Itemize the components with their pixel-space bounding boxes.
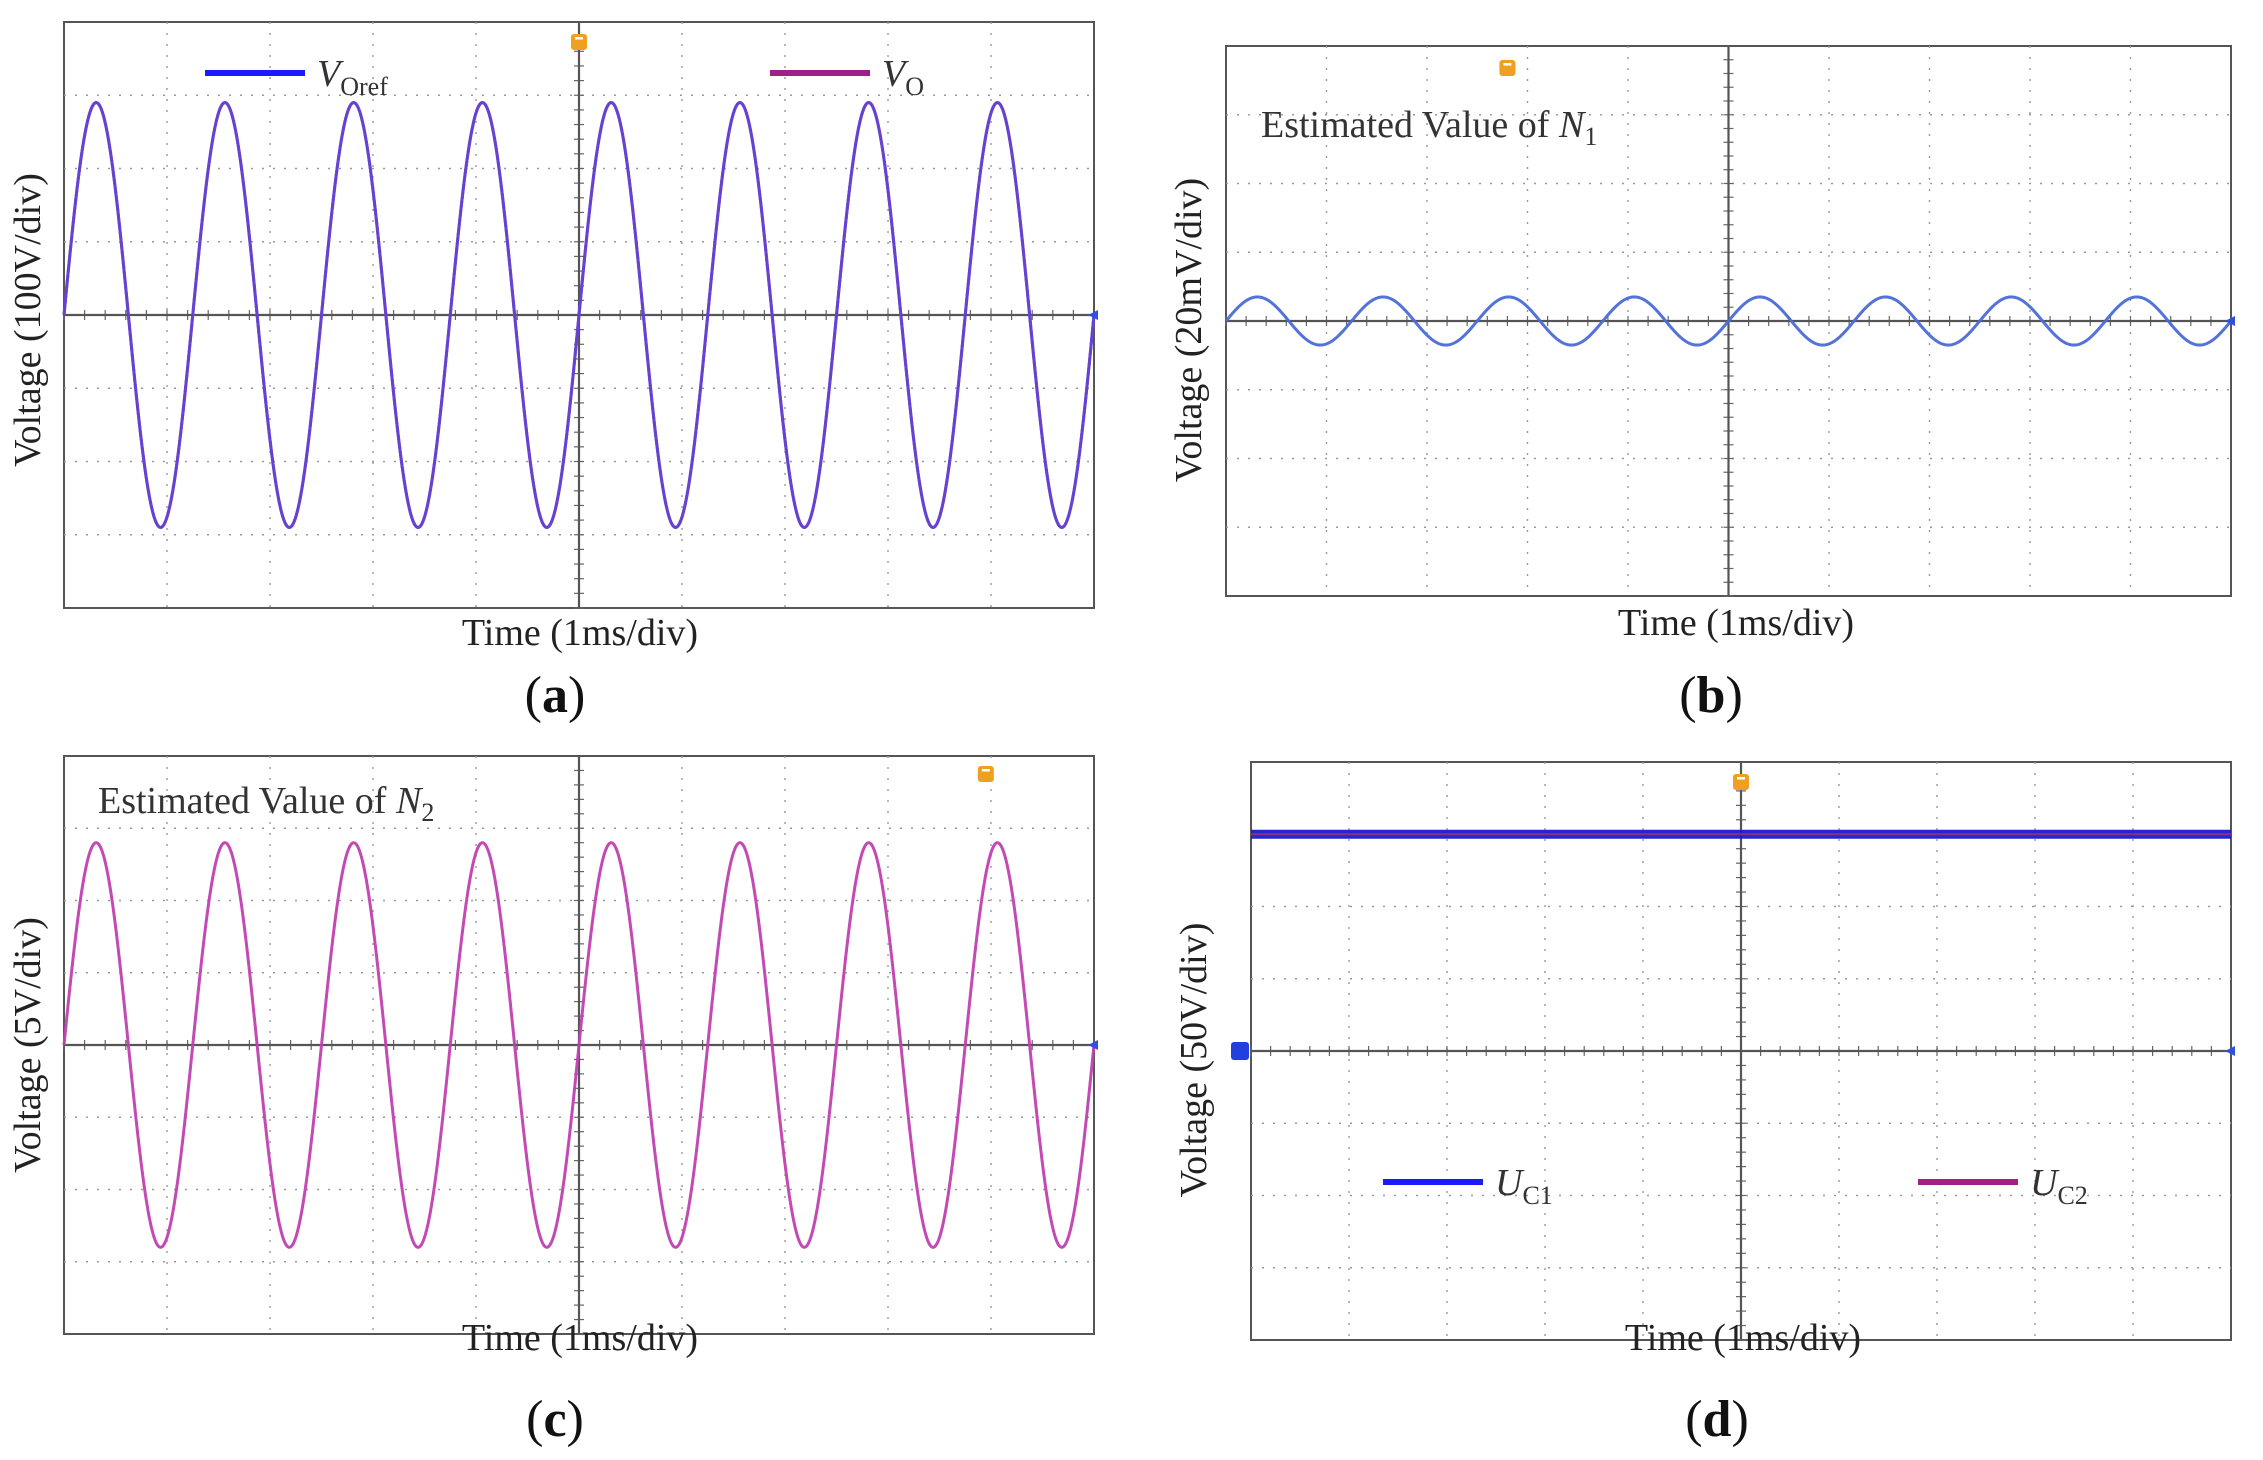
panel-label: (d) [1685, 1391, 1749, 1448]
trace-signal [1224, 295, 2233, 347]
x-axis-label: Time (1ms/div) [462, 1317, 698, 1359]
panel-label-open: ( [1685, 1391, 1702, 1448]
panel-label-letter: b [1697, 667, 1726, 724]
panel-label: (b) [1679, 667, 1743, 724]
x-axis-label: Time (1ms/div) [462, 612, 698, 654]
annotation-subscript: 2 [421, 798, 434, 827]
legend-subscript: O [905, 72, 924, 101]
legend-label: UC1 [1495, 1162, 1553, 1210]
panel-label-close: ) [1731, 1391, 1748, 1448]
legend-item: UC1 [1383, 1162, 1553, 1210]
panel-c: Time (1ms/div) Voltage (5V/div) Estimated … [0, 730, 1131, 1460]
trigger-marker [1499, 60, 1516, 76]
legend-symbol: U [1495, 1162, 1525, 1204]
panel-label-letter: c [543, 1391, 566, 1448]
panel-label: (c) [526, 1391, 584, 1448]
panel-label-letter: a [542, 667, 568, 724]
legend-item: VOref [205, 53, 388, 101]
panel-label-close: ) [568, 667, 585, 724]
legend-subscript: C1 [1522, 1181, 1552, 1210]
grid [1250, 762, 2231, 1341]
trigger-marker-glyph [981, 769, 990, 772]
trigger-marker-glyph [575, 37, 583, 40]
legend-symbol: U [2030, 1162, 2060, 1204]
trace-vo [62, 101, 1096, 529]
channel-marker-icon [1231, 1042, 1249, 1060]
panel-label-close: ) [567, 1391, 584, 1448]
scope-chart-b: Time (1ms/div) Voltage (20mV/div) Estimate… [1168, 45, 2235, 724]
legend-item: VO [770, 53, 924, 101]
panel-b: Time (1ms/div) Voltage (20mV/div) Estimate… [1131, 0, 2263, 730]
trigger-marker [1733, 774, 1749, 790]
trigger-marker-glyph [1503, 63, 1512, 66]
y-axis-label: Voltage (50V/div) [1173, 923, 1215, 1198]
trigger-marker [977, 766, 994, 782]
annotation-text: Estimated Value of N1 [1261, 104, 1597, 151]
legend-label: VOref [317, 53, 388, 101]
y-axis-label: Voltage (5V/div) [7, 917, 49, 1173]
grid [63, 756, 1094, 1335]
channel-marker-icon [1088, 1040, 1098, 1050]
panel-a: Time (1ms/div) Voltage (100V/div) VOref VO(… [0, 0, 1131, 730]
y-axis-label: Voltage (20mV/div) [1168, 178, 1210, 482]
annotation-symbol: N [1558, 104, 1587, 146]
panel-d: Time (1ms/div) Voltage (50V/div) UC1 UC2 (d) [1131, 730, 2263, 1460]
panel-label-open: ( [525, 667, 542, 724]
panel-label-close: ) [1725, 667, 1742, 724]
trigger-marker-glyph [1737, 777, 1745, 780]
legend-item: UC2 [1918, 1162, 2088, 1210]
legend-subscript: Oref [340, 72, 388, 101]
scope-chart-c: Time (1ms/div) Voltage (5V/div) Estimated … [7, 755, 1098, 1448]
panel-label-open: ( [1679, 667, 1696, 724]
trace-signal [62, 841, 1096, 1249]
channel-marker-icon [2225, 1046, 2235, 1056]
x-axis-label: Time (1ms/div) [1618, 602, 1854, 644]
scope-chart-d: Time (1ms/div)Voltage (50V/div) UC1 UC2(d) [1173, 761, 2235, 1448]
y-axis-label: Voltage (100V/div) [7, 173, 49, 467]
panel-label-letter: d [1703, 1391, 1732, 1448]
channel-marker-icon [1088, 310, 1098, 320]
channel-marker-icon [2225, 316, 2235, 326]
grid [1225, 46, 2231, 597]
panel-label-open: ( [526, 1391, 543, 1448]
scope-chart-a: Time (1ms/div)Voltage (100V/div)VOref VO(… [7, 21, 1098, 724]
trigger-marker [571, 34, 587, 50]
legend-label: VO [882, 53, 924, 101]
legend-symbol: V [882, 53, 909, 95]
legend-symbol: V [317, 53, 344, 95]
annotation-text: Estimated Value of N2 [98, 780, 434, 827]
annotation-subscript: 1 [1584, 122, 1597, 151]
legend-label: UC2 [2030, 1162, 2088, 1210]
annotation-symbol: N [395, 780, 424, 822]
panel-label: (a) [525, 667, 586, 724]
x-axis-label: Time (1ms/div) [1625, 1317, 1861, 1359]
legend-subscript: C2 [2057, 1181, 2087, 1210]
